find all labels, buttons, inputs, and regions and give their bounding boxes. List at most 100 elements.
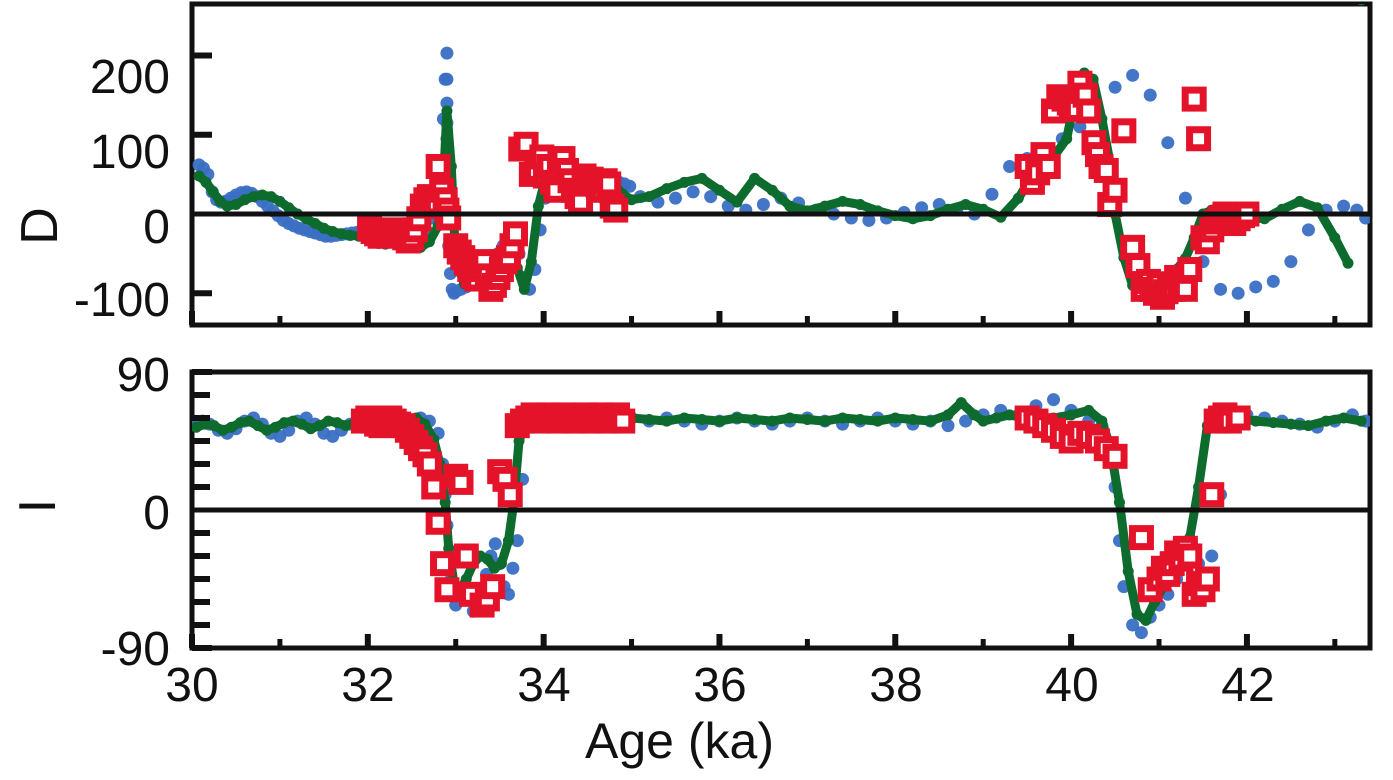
red-square-marker xyxy=(425,509,451,535)
green-marker xyxy=(217,424,229,436)
green-marker xyxy=(199,418,211,430)
x-tick-label-32: 32 xyxy=(341,659,395,712)
blue-point xyxy=(1143,88,1157,102)
blue-point xyxy=(985,187,999,201)
green-marker xyxy=(1311,202,1323,214)
green-marker xyxy=(854,414,866,426)
green-marker xyxy=(502,535,514,547)
green-marker xyxy=(1338,412,1350,424)
blue-point xyxy=(1301,223,1315,237)
green-marker xyxy=(265,191,277,203)
series-red-squares xyxy=(350,402,1251,618)
green-marker xyxy=(955,397,967,409)
green-marker xyxy=(1285,418,1297,430)
blue-point xyxy=(1249,280,1263,294)
blue-point xyxy=(1214,282,1228,296)
blue-point xyxy=(488,537,502,551)
blue-point xyxy=(959,414,973,428)
green-marker xyxy=(252,420,264,432)
green-marker xyxy=(193,170,205,182)
green-marker xyxy=(889,412,901,424)
green-marker xyxy=(192,421,202,433)
green-marker xyxy=(784,412,796,424)
blue-point xyxy=(1266,274,1280,288)
green-marker xyxy=(1113,496,1125,508)
green-marker xyxy=(1065,409,1077,421)
green-marker xyxy=(296,418,308,430)
green-marker xyxy=(261,424,273,436)
red-square-marker xyxy=(1225,405,1251,431)
x-tick-label-34: 34 xyxy=(517,659,571,712)
green-marker xyxy=(1250,415,1262,427)
green-marker xyxy=(766,415,778,427)
red-square-marker xyxy=(1172,276,1198,302)
green-marker xyxy=(278,417,290,429)
green-marker xyxy=(439,496,451,508)
panel-d xyxy=(189,1,1373,328)
blue-point xyxy=(686,185,700,199)
red-square-marker xyxy=(1102,443,1128,469)
green-marker xyxy=(1357,4,1365,6)
blue-point xyxy=(915,201,929,215)
blue-point xyxy=(440,46,454,60)
y-tick-label-d-neg100: -100 xyxy=(73,274,170,327)
red-square-marker xyxy=(421,474,447,500)
green-marker xyxy=(661,183,673,195)
blue-point xyxy=(1337,199,1351,213)
green-marker xyxy=(495,558,507,570)
blue-point xyxy=(1126,68,1140,82)
blue-point xyxy=(941,419,955,433)
green-marker xyxy=(256,189,268,201)
red-square-marker xyxy=(416,451,442,477)
blue-point xyxy=(501,587,515,601)
green-marker xyxy=(208,420,220,432)
green-marker xyxy=(234,417,246,429)
blue-point xyxy=(1126,618,1140,632)
blue-point xyxy=(669,191,683,205)
green-marker xyxy=(854,199,866,211)
green-marker xyxy=(731,196,743,208)
blue-point xyxy=(1003,159,1017,173)
green-marker xyxy=(443,542,455,554)
green-marker xyxy=(942,409,954,421)
x-axis-label: Age (ka) xyxy=(585,713,774,769)
blue-point xyxy=(1231,286,1245,300)
blue-point xyxy=(506,561,520,575)
green-marker xyxy=(990,412,1002,424)
green-marker xyxy=(460,573,472,585)
blue-point xyxy=(1161,136,1175,150)
y-tick-label-d-0: 0 xyxy=(143,201,170,254)
green-marker xyxy=(960,199,972,211)
y-tick-label-i-90: 90 xyxy=(116,349,170,402)
red-square-marker xyxy=(1177,543,1203,569)
blue-point xyxy=(862,213,876,227)
red-square-marker xyxy=(448,469,474,495)
y-tick-label-d-200: 200 xyxy=(89,51,170,104)
red-square-marker xyxy=(1093,157,1119,183)
green-marker xyxy=(441,105,453,117)
green-marker xyxy=(1320,415,1332,427)
green-marker xyxy=(313,420,325,432)
green-marker xyxy=(239,194,251,206)
blue-point xyxy=(440,72,454,86)
green-marker xyxy=(696,414,708,426)
red-square-marker xyxy=(503,221,529,247)
red-square-marker xyxy=(453,543,479,569)
blue-point xyxy=(1178,191,1192,205)
green-marker xyxy=(318,222,330,234)
red-square-marker xyxy=(480,574,506,600)
green-marker xyxy=(1140,614,1152,626)
green-marker xyxy=(481,553,493,565)
green-marker xyxy=(968,409,980,421)
green-marker xyxy=(327,225,339,237)
green-marker xyxy=(1342,257,1354,269)
green-marker xyxy=(924,415,936,427)
green-marker xyxy=(907,414,919,426)
green-marker xyxy=(532,200,544,212)
green-marker xyxy=(696,172,708,184)
green-marker xyxy=(331,417,343,429)
green-marker xyxy=(1355,415,1367,427)
red-square-marker xyxy=(1128,525,1154,551)
